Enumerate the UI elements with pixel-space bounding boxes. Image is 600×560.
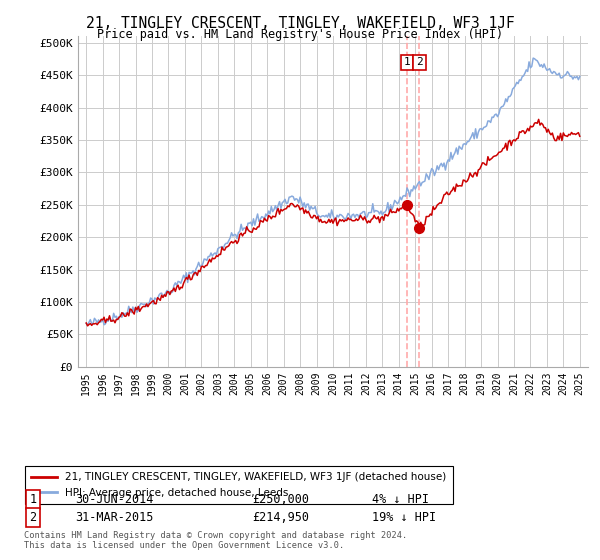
Text: 19% ↓ HPI: 19% ↓ HPI <box>372 511 436 524</box>
Text: This data is licensed under the Open Government Licence v3.0.: This data is licensed under the Open Gov… <box>24 541 344 550</box>
Text: 2: 2 <box>29 511 37 524</box>
Text: Contains HM Land Registry data © Crown copyright and database right 2024.: Contains HM Land Registry data © Crown c… <box>24 531 407 540</box>
Text: 31-MAR-2015: 31-MAR-2015 <box>75 511 154 524</box>
Text: 30-JUN-2014: 30-JUN-2014 <box>75 493 154 506</box>
Text: 4% ↓ HPI: 4% ↓ HPI <box>372 493 429 506</box>
Text: 2: 2 <box>416 57 423 67</box>
Legend: 21, TINGLEY CRESCENT, TINGLEY, WAKEFIELD, WF3 1JF (detached house), HPI: Average: 21, TINGLEY CRESCENT, TINGLEY, WAKEFIELD… <box>25 466 452 504</box>
Text: 1: 1 <box>29 493 37 506</box>
Text: 1: 1 <box>404 57 410 67</box>
Text: Price paid vs. HM Land Registry's House Price Index (HPI): Price paid vs. HM Land Registry's House … <box>97 28 503 41</box>
Text: £250,000: £250,000 <box>252 493 309 506</box>
Text: 21, TINGLEY CRESCENT, TINGLEY, WAKEFIELD, WF3 1JF: 21, TINGLEY CRESCENT, TINGLEY, WAKEFIELD… <box>86 16 514 31</box>
Text: £214,950: £214,950 <box>252 511 309 524</box>
